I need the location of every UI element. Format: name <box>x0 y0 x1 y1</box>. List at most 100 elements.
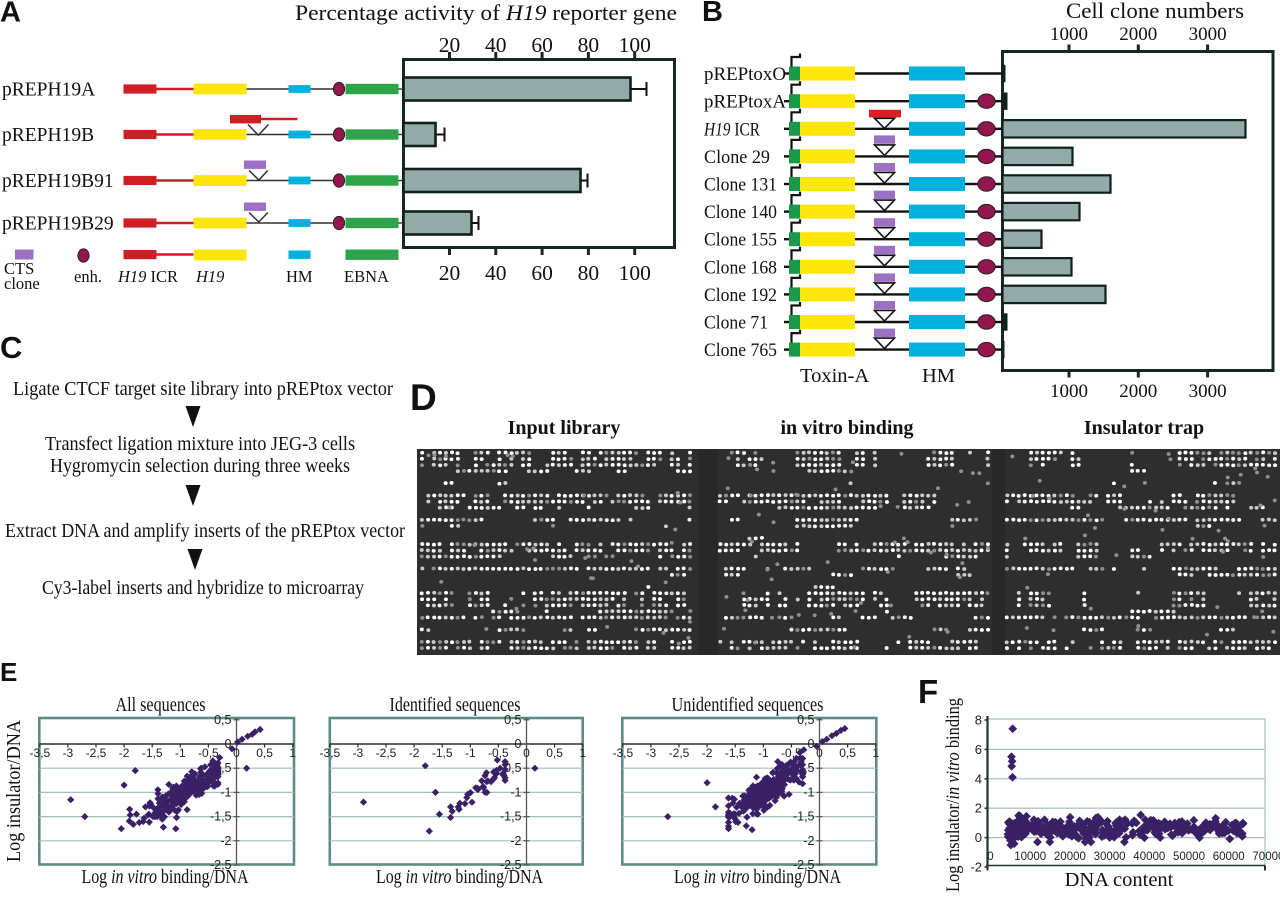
svg-text:in vitro binding: in vitro binding <box>780 417 913 439</box>
svg-text:0: 0 <box>233 746 240 760</box>
svg-text:H19: H19 <box>195 267 224 286</box>
svg-text:Log in vitro binding/DNA: Log in vitro binding/DNA <box>674 866 841 888</box>
svg-text:1000: 1000 <box>1050 24 1088 45</box>
svg-text:Clone 765: Clone 765 <box>704 340 777 361</box>
svg-text:60000: 60000 <box>1213 851 1245 863</box>
svg-text:-3,5: -3,5 <box>612 746 633 760</box>
svg-text:0,5: 0,5 <box>546 746 563 760</box>
svg-text:B: B <box>702 0 723 28</box>
svg-text:Clone 168: Clone 168 <box>704 257 777 278</box>
svg-text:Clone 192: Clone 192 <box>704 285 777 306</box>
svg-text:Extract DNA and amplify insert: Extract DNA and amplify inserts of the p… <box>5 520 405 542</box>
svg-text:pREPH19B: pREPH19B <box>2 125 94 146</box>
svg-text:-1,5: -1,5 <box>500 810 522 824</box>
svg-text:pREPH19B91: pREPH19B91 <box>2 171 114 192</box>
svg-text:50000: 50000 <box>1173 851 1205 863</box>
svg-text:0,5: 0,5 <box>797 713 814 727</box>
svg-text:-2: -2 <box>510 834 521 848</box>
svg-text:-2: -2 <box>970 860 982 875</box>
svg-text:HM: HM <box>922 365 955 387</box>
svg-text:F: F <box>918 673 938 710</box>
svg-text:Log insulator/DNA: Log insulator/DNA <box>4 720 25 862</box>
svg-text:100: 100 <box>619 261 651 285</box>
svg-text:Clone 29: Clone 29 <box>704 147 770 168</box>
svg-text:-2: -2 <box>119 746 130 760</box>
svg-text:30000: 30000 <box>1094 851 1126 863</box>
svg-text:100: 100 <box>619 33 651 57</box>
svg-text:Log in vitro binding/DNA: Log in vitro binding/DNA <box>82 866 249 888</box>
svg-text:20: 20 <box>439 33 461 57</box>
svg-text:-1,5: -1,5 <box>142 746 163 760</box>
svg-text:Clone 140: Clone 140 <box>704 202 777 223</box>
svg-text:Transfect ligation mixture int: Transfect ligation mixture into JEG-3 ce… <box>45 433 355 455</box>
svg-text:-2,5: -2,5 <box>210 858 232 872</box>
svg-text:H19 ICR: H19 ICR <box>703 119 760 140</box>
svg-text:pREPH19B29: pREPH19B29 <box>2 214 114 235</box>
svg-text:2: 2 <box>975 801 982 816</box>
svg-text:E: E <box>0 657 17 687</box>
svg-text:-3: -3 <box>353 746 364 760</box>
svg-text:-2,5: -2,5 <box>669 746 690 760</box>
svg-text:pREPtoxA: pREPtoxA <box>704 92 786 113</box>
svg-text:Unidentified sequences: Unidentified sequences <box>672 695 824 716</box>
svg-text:enh.: enh. <box>74 267 102 286</box>
svg-text:-3: -3 <box>646 746 657 760</box>
svg-text:-2: -2 <box>702 746 713 760</box>
svg-text:4: 4 <box>975 771 982 786</box>
svg-text:-3: -3 <box>63 746 74 760</box>
svg-text:0,5: 0,5 <box>839 746 856 760</box>
svg-text:0: 0 <box>515 737 522 751</box>
svg-text:HM: HM <box>286 267 313 286</box>
svg-text:All sequences: All sequences <box>116 695 206 716</box>
svg-text:-1: -1 <box>175 746 186 760</box>
svg-text:20: 20 <box>439 261 461 285</box>
svg-text:0: 0 <box>987 851 993 863</box>
svg-text:2000: 2000 <box>1119 381 1157 402</box>
svg-text:-2,5: -2,5 <box>86 746 107 760</box>
svg-text:20000: 20000 <box>1054 851 1086 863</box>
svg-text:-1,5: -1,5 <box>432 746 453 760</box>
svg-text:-2,5: -2,5 <box>793 858 815 872</box>
svg-text:-3,5: -3,5 <box>319 746 340 760</box>
svg-text:Cy3-label inserts and hybridiz: Cy3-label inserts and hybridize to micro… <box>42 577 364 599</box>
svg-text:-2: -2 <box>220 834 231 848</box>
svg-text:40000: 40000 <box>1133 851 1165 863</box>
svg-text:1: 1 <box>289 746 296 760</box>
svg-text:0: 0 <box>808 737 815 751</box>
svg-text:-2,5: -2,5 <box>500 858 522 872</box>
svg-text:-2,5: -2,5 <box>376 746 397 760</box>
svg-text:0,5: 0,5 <box>256 746 273 760</box>
svg-text:DNA content: DNA content <box>1065 869 1174 891</box>
svg-text:60: 60 <box>531 261 553 285</box>
svg-text:-1: -1 <box>465 746 476 760</box>
svg-text:-0,5: -0,5 <box>488 746 509 760</box>
svg-text:40: 40 <box>485 33 507 57</box>
svg-text:1000: 1000 <box>1050 381 1088 402</box>
svg-text:0: 0 <box>816 746 823 760</box>
svg-text:0: 0 <box>523 746 530 760</box>
svg-text:-2: -2 <box>409 746 420 760</box>
svg-text:0: 0 <box>975 830 982 845</box>
svg-text:Clone 71: Clone 71 <box>704 313 768 334</box>
svg-text:clone: clone <box>4 274 40 293</box>
svg-text:Ligate CTCF target site librar: Ligate CTCF target site library into pRE… <box>13 378 393 400</box>
svg-text:Toxin-A: Toxin-A <box>800 365 869 387</box>
svg-text:Insulator trap: Insulator trap <box>1084 417 1204 439</box>
svg-text:-0,5: -0,5 <box>198 746 219 760</box>
svg-text:2000: 2000 <box>1119 24 1157 45</box>
svg-text:60: 60 <box>531 33 553 57</box>
svg-text:Clone 155: Clone 155 <box>704 230 777 251</box>
svg-text:C: C <box>0 330 22 365</box>
svg-text:EBNA: EBNA <box>344 267 389 286</box>
svg-text:0,5: 0,5 <box>214 713 231 727</box>
svg-text:Log insulator/in vitro binding: Log insulator/in vitro binding <box>943 698 964 892</box>
svg-text:Identified sequences: Identified sequences <box>390 695 521 716</box>
svg-text:3000: 3000 <box>1189 24 1227 45</box>
svg-text:80: 80 <box>578 261 600 285</box>
svg-text:-1: -1 <box>510 785 521 799</box>
svg-text:70000: 70000 <box>1252 851 1280 863</box>
svg-text:-1,5: -1,5 <box>725 746 746 760</box>
svg-text:D: D <box>410 377 437 418</box>
svg-text:pREPH19A: pREPH19A <box>2 80 95 101</box>
svg-text:1: 1 <box>579 746 586 760</box>
